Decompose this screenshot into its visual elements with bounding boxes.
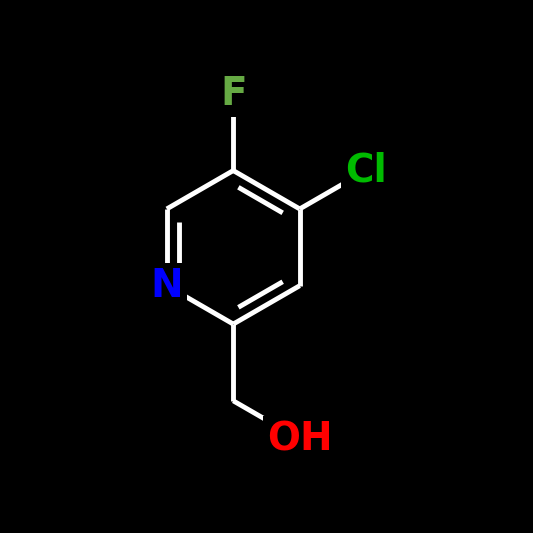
Text: Cl: Cl — [345, 151, 387, 190]
Text: OH: OH — [267, 420, 333, 458]
Text: N: N — [150, 266, 183, 305]
Text: F: F — [220, 75, 247, 113]
